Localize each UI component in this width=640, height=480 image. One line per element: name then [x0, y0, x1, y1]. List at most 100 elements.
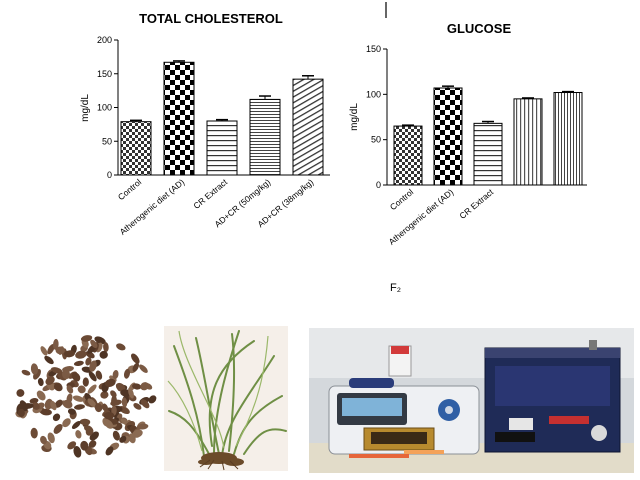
total-cholesterol-chart: TOTAL CHOLESTEROL mg/dL 0 50 100 150 200 Cont…	[80, 11, 330, 237]
equipment-image	[309, 328, 634, 473]
seed	[87, 398, 97, 408]
seed	[88, 440, 97, 448]
seeds-image	[15, 335, 157, 458]
category-label: Control	[388, 187, 416, 212]
seed	[102, 417, 110, 427]
seed	[94, 403, 103, 413]
y-axis-label: mg/dL	[80, 94, 91, 122]
seed	[131, 353, 140, 364]
seed	[52, 413, 61, 422]
seed	[37, 377, 44, 387]
seed	[110, 399, 122, 406]
seed	[136, 423, 149, 430]
y-tick-label: 150	[97, 69, 112, 79]
seed	[30, 427, 38, 439]
seed	[55, 346, 65, 355]
seed	[90, 339, 98, 349]
seed	[52, 338, 59, 350]
seed	[44, 355, 54, 365]
seed	[82, 377, 89, 387]
seed	[85, 357, 92, 366]
seed	[19, 400, 28, 412]
seed	[33, 369, 41, 380]
seed	[67, 441, 77, 450]
y-tick-label: 200	[97, 35, 112, 45]
seed	[17, 408, 25, 418]
seed	[116, 343, 126, 351]
y-tick-label: 50	[371, 135, 381, 145]
seed	[105, 446, 114, 456]
bar	[513, 98, 543, 186]
bar	[163, 61, 195, 176]
seed	[87, 384, 97, 394]
seed	[67, 408, 76, 415]
seed	[88, 371, 97, 382]
seed	[110, 390, 117, 398]
seed	[103, 342, 109, 353]
seed	[139, 364, 148, 373]
seed	[47, 343, 55, 355]
seed	[47, 432, 55, 444]
seed	[66, 385, 74, 394]
bar	[393, 125, 423, 186]
bar	[249, 98, 281, 176]
seed	[89, 360, 97, 372]
seed	[29, 398, 39, 404]
seed	[73, 360, 84, 367]
y-axis-label: mg/dL	[349, 103, 360, 131]
seed	[132, 383, 142, 390]
seed	[79, 418, 91, 426]
seed	[128, 387, 134, 399]
seed	[119, 435, 127, 443]
category-label: Control	[116, 177, 144, 202]
plant-photo	[164, 326, 288, 471]
seed	[53, 383, 63, 392]
bar	[120, 121, 152, 176]
seed	[44, 398, 53, 410]
seed	[72, 395, 84, 402]
seed	[71, 420, 81, 430]
seed	[71, 372, 81, 382]
y-tick-label: 150	[366, 44, 381, 54]
chart-title: TOTAL CHOLESTEROL	[139, 11, 283, 26]
seed	[61, 369, 71, 380]
seed	[62, 418, 71, 428]
bar	[553, 92, 583, 186]
seed	[95, 370, 103, 380]
seed	[75, 350, 87, 359]
y-tick-label: 0	[376, 180, 381, 190]
bar	[206, 120, 238, 176]
seed	[40, 435, 47, 445]
bar	[433, 87, 463, 186]
seed	[62, 399, 73, 409]
seed	[112, 430, 120, 441]
seed	[80, 440, 89, 451]
seed	[112, 370, 119, 379]
seed	[16, 389, 25, 397]
glucose-chart: GLUCOSE mg/dL 050100150ControlAtherogeni…	[349, 21, 587, 247]
seed	[54, 399, 63, 408]
seed	[133, 403, 142, 410]
seed	[74, 404, 85, 410]
plant-image	[164, 326, 288, 471]
y-tick-label: 50	[102, 136, 112, 146]
seed	[50, 400, 57, 411]
seed	[80, 335, 93, 342]
y-tick-label: 100	[366, 89, 381, 99]
seed	[144, 382, 153, 390]
seed	[101, 403, 109, 412]
seed	[75, 430, 82, 439]
seed	[64, 350, 75, 358]
seed	[40, 408, 52, 416]
seed	[36, 390, 46, 401]
seed	[31, 402, 40, 410]
category-label: CR Extract	[191, 176, 229, 210]
seed	[104, 378, 116, 387]
seeds-photo	[0, 326, 162, 471]
seed	[45, 376, 55, 385]
seed	[123, 368, 131, 379]
category-label: CR Extract	[457, 186, 495, 220]
bar	[473, 122, 503, 186]
y-tick-label: 0	[107, 170, 112, 180]
